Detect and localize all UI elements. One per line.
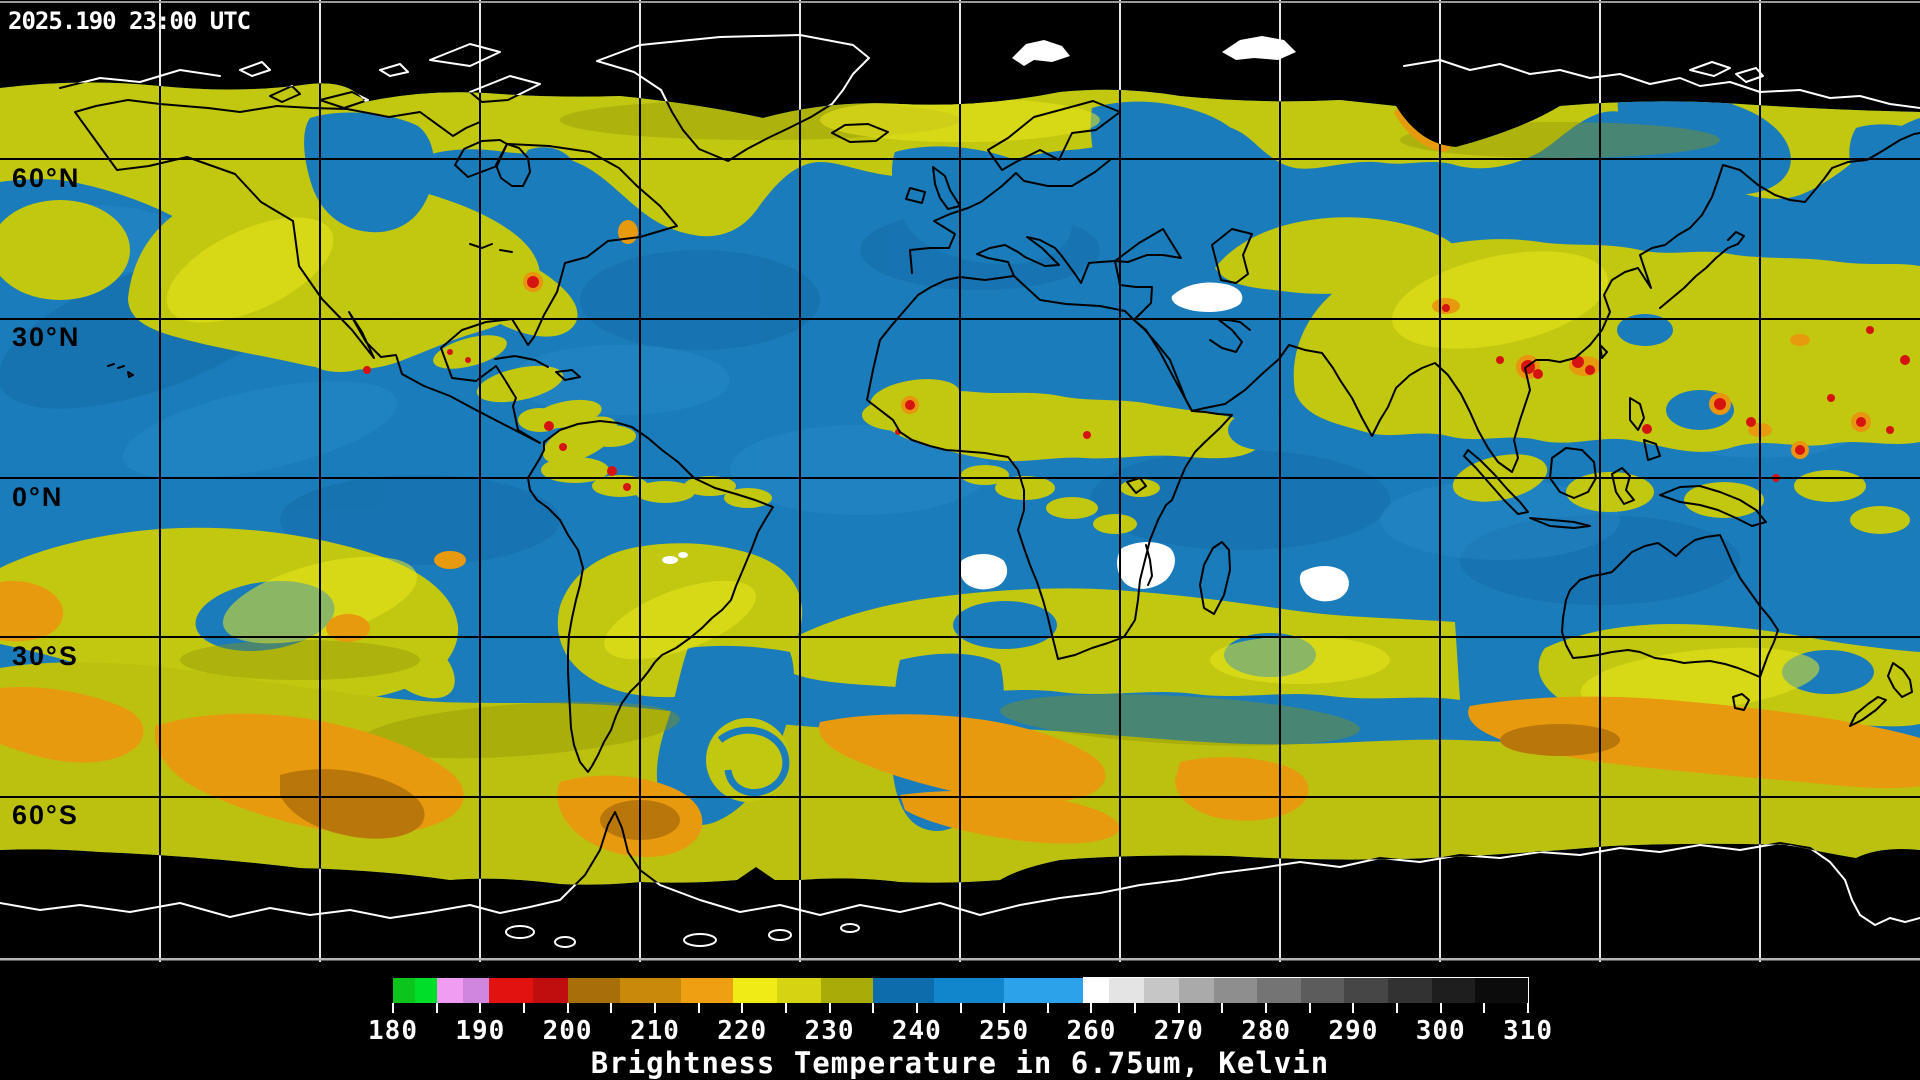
colorbar-segment [1475,978,1528,1003]
colorbar-segment [414,978,437,1003]
colorbar-tick [1527,1003,1529,1013]
colorbar-bar [393,977,1529,1003]
timestamp: 2025.190 23:00 UTC [8,7,251,35]
colorbar-tick-label: 200 [542,1016,593,1046]
colorbar-segment [489,978,533,1003]
colorbar-tick [1483,1003,1486,1013]
data-swath [0,82,1920,885]
colorbar-segment [567,978,620,1003]
colorbar-tick-label: 240 [891,1016,942,1046]
colorbar-tick [828,1003,831,1013]
colorbar-tick-label: 300 [1415,1016,1466,1046]
colorbar-tick [1352,1003,1355,1013]
colorbar-segment [1388,978,1432,1003]
latitude-label-30s: 30°S [12,641,79,671]
colorbar-tick [566,1003,569,1013]
colorbar-segment [1082,978,1109,1003]
colorbar-tick [1439,1003,1442,1013]
latitude-label-60s: 60°S [12,800,79,830]
colorbar-tick [872,1003,875,1013]
colorbar-segment [1344,978,1389,1003]
map-bottom-border-line [0,958,1920,961]
colorbar-tick-label: 260 [1066,1016,1117,1046]
colorbar-segment [934,978,1005,1003]
colorbar-segment [462,978,489,1003]
colorbar-segment [733,978,778,1003]
colorbar-tick [1177,1003,1180,1013]
colorbar-tick [392,1003,394,1013]
colorbar-tick [1046,1003,1049,1013]
colorbar-segment [1431,978,1476,1003]
colorbar-tick [1003,1003,1006,1013]
colorbar-tick-label: 220 [717,1016,768,1046]
colorbar-segment [1004,978,1083,1003]
colorbar-tick [522,1003,525,1013]
colorbar: 180 190 200 210 220 230 240 250 260 270 280 290 300 3… [368,977,1552,1048]
colorbar-tick-label: 310 [1503,1016,1553,1046]
colorbar-segment [1300,978,1345,1003]
svalbard-ice-patch [1012,40,1070,66]
colorbar-segment [436,978,463,1003]
colorbar-tick [435,1003,438,1013]
colorbar-tick-label: 280 [1241,1016,1292,1046]
colorbar-tick-label: 270 [1153,1016,1204,1046]
colorbar-segment [619,978,682,1003]
colorbar-tick [741,1003,744,1013]
cyclone-swirl [706,718,790,802]
latitude-label-0n: 0°N [12,482,64,512]
colorbar-tick [479,1003,482,1013]
colorbar-segment [777,978,821,1003]
latitude-label-30n: 30°N [12,322,81,352]
colorbar-tick [610,1003,613,1013]
colorbar-tick [697,1003,700,1013]
colorbar-segment [1257,978,1301,1003]
colorbar-segment [393,978,415,1003]
colorbar-tick [1090,1003,1093,1013]
colorbar-tick [784,1003,787,1013]
colorbar-tick [1134,1003,1137,1013]
colorbar-tick [1265,1003,1268,1013]
top-border-line [0,1,1920,3]
colorbar-segment [873,978,935,1003]
warm-surface-white-patches [662,282,1349,602]
colorbar-segment [1143,978,1179,1003]
colorbar-title: Brightness Temperature in 6.75um, Kelvin [590,1046,1330,1080]
colorbar-segment [1213,978,1258,1003]
colorbar-tick [1308,1003,1311,1013]
colorbar-tick [1221,1003,1224,1013]
colorbar-tick [915,1003,918,1013]
colorbar-segment [1108,978,1144,1003]
colorbar-tick-label: 290 [1328,1016,1379,1046]
colorbar-segment [820,978,874,1003]
colorbar-tick [959,1003,962,1013]
colorbar-tick-label: 190 [455,1016,506,1046]
polar-coastlines [0,34,1920,948]
franz-josef-ice-patch [1222,36,1296,60]
colorbar-segment [532,978,568,1003]
colorbar-tick [653,1003,656,1013]
colorbar-tick-label: 210 [629,1016,680,1046]
colorbar-segment [1178,978,1214,1003]
colorbar-tick-label: 180 [368,1016,418,1046]
colorbar-segment [681,978,734,1003]
latitude-label-60n: 60°N [12,163,81,193]
colorbar-tick [1396,1003,1399,1013]
colorbar-tick-label: 230 [804,1016,855,1046]
colorbar-tick-label: 250 [979,1016,1030,1046]
